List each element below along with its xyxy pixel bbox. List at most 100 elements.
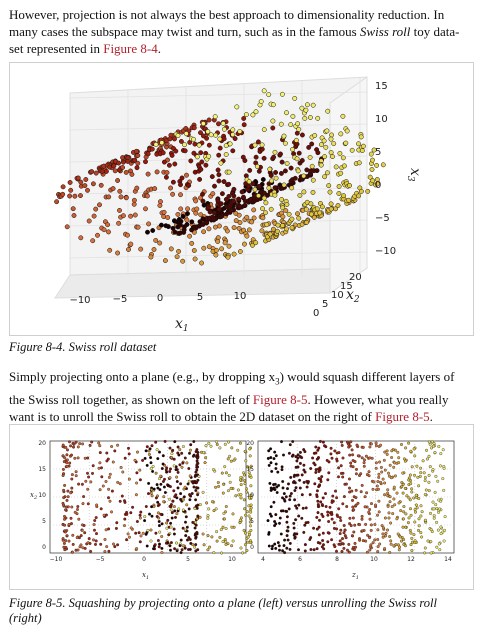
roll-point [143, 206, 148, 212]
right-point [330, 538, 334, 542]
right-point [419, 466, 423, 470]
left-point [86, 502, 90, 506]
roll-point [322, 174, 328, 180]
left-point [195, 517, 199, 521]
roll-point [98, 182, 104, 188]
right-point [427, 480, 431, 484]
left-point [168, 544, 172, 548]
right-point [439, 532, 443, 536]
roll-point [163, 174, 169, 180]
roll-point [289, 225, 295, 231]
roll-point [154, 169, 160, 175]
roll-point [54, 199, 60, 205]
right-point [363, 505, 367, 509]
right-point [374, 461, 378, 465]
left-point [62, 503, 66, 507]
left-point [169, 521, 173, 525]
left-point [179, 497, 183, 501]
right-point [423, 551, 427, 555]
roll-point [252, 187, 258, 193]
right-point [281, 496, 284, 500]
right-x-tick: 8 [335, 556, 339, 563]
roll-point [218, 160, 224, 166]
roll-point [115, 250, 121, 256]
right-point [410, 490, 414, 494]
right-point [379, 465, 383, 469]
figure-8-5-link-1[interactable]: Figure 8-5 [252, 391, 308, 407]
left-point [63, 456, 67, 460]
right-point [397, 501, 401, 505]
right-point [390, 505, 394, 509]
left-point [183, 546, 187, 550]
roll-point [295, 121, 301, 127]
roll-point [267, 231, 273, 237]
roll-point [230, 148, 236, 154]
figure-8-5-link-2[interactable]: Figure 8-5 [375, 408, 430, 424]
right-point [376, 528, 380, 532]
right-point [338, 532, 342, 536]
right-point [368, 445, 372, 449]
left-point [76, 505, 80, 508]
left-point [248, 454, 252, 458]
roll-point [225, 254, 231, 260]
roll-point [328, 150, 334, 155]
roll-point [161, 159, 167, 165]
right-point [273, 482, 277, 486]
right-point [372, 480, 376, 484]
right-point [412, 447, 416, 451]
right-point [422, 471, 426, 475]
right-point [341, 456, 345, 460]
roll-point [152, 186, 158, 192]
left-point [227, 489, 230, 493]
left-point [169, 508, 173, 512]
left-point [184, 534, 188, 538]
right-point [388, 551, 392, 554]
roll-point [304, 102, 310, 108]
right-point [427, 440, 431, 444]
left-point [95, 532, 98, 536]
roll-point [216, 206, 222, 212]
right-point [355, 467, 358, 471]
right-point [295, 459, 299, 463]
roll-point [327, 189, 333, 195]
left-point [194, 489, 198, 492]
figure-8-4-link[interactable]: Figure 8-4 [103, 41, 158, 56]
left-point [131, 505, 135, 509]
roll-point [374, 162, 380, 168]
roll-point [278, 121, 284, 127]
left-point [107, 527, 111, 531]
right-point [346, 548, 349, 552]
left-point [193, 545, 197, 549]
roll-point [282, 168, 288, 174]
right-point [320, 503, 324, 507]
right-point [291, 480, 295, 484]
roll-point [120, 165, 126, 170]
right-point [371, 541, 375, 545]
left-point [179, 482, 183, 486]
roll-point [224, 228, 230, 234]
left-point [107, 475, 111, 479]
left-point [152, 547, 155, 551]
right-point [406, 521, 410, 525]
roll-point [178, 182, 183, 188]
right-point [393, 474, 397, 478]
roll-point [157, 203, 163, 208]
roll-point [226, 169, 232, 175]
left-point [181, 497, 185, 501]
left-point [230, 446, 234, 450]
roll-point [67, 193, 73, 199]
right-point [380, 470, 384, 474]
roll-point [251, 215, 257, 221]
right-point [415, 496, 419, 499]
right-point [269, 456, 273, 460]
roll-point [349, 147, 355, 153]
right-point [303, 549, 307, 553]
left-point [159, 482, 163, 486]
left-point [198, 503, 202, 507]
left-point [226, 457, 230, 461]
roll-point [338, 131, 344, 137]
right-point [368, 548, 372, 552]
left-point [126, 532, 130, 536]
roll-point [369, 167, 375, 172]
